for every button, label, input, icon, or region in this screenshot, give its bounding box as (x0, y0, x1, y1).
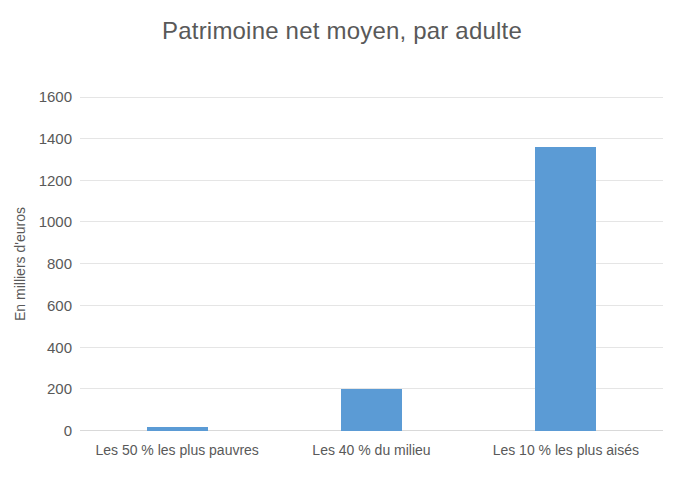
y-tick-label-1600: 1600 (0, 88, 72, 106)
x-axis-category-labels: Les 50 % les plus pauvresLes 40 % du mil… (80, 442, 663, 459)
gridline-y-1400 (80, 138, 663, 139)
x-category-label-1: Les 50 % les plus pauvres (80, 442, 274, 459)
x-category-label-3: Les 10 % les plus aisés (469, 442, 663, 459)
y-tick-label-1200: 1200 (0, 172, 72, 190)
y-tick-label-800: 800 (0, 255, 72, 273)
y-tick-label-1000: 1000 (0, 213, 72, 231)
bar-chart: Patrimoine net moyen, par adulte En mill… (0, 0, 684, 483)
gridline-y-1600 (80, 97, 663, 98)
y-tick-label-600: 600 (0, 297, 72, 315)
plot-area (80, 97, 663, 431)
bar-2 (341, 389, 402, 431)
bar-3 (535, 147, 596, 431)
y-tick-label-1400: 1400 (0, 130, 72, 148)
bar-1 (147, 427, 208, 431)
x-category-label-2: Les 40 % du milieu (274, 442, 468, 459)
y-tick-label-0: 0 (0, 422, 72, 440)
y-tick-label-400: 400 (0, 339, 72, 357)
y-tick-label-200: 200 (0, 380, 72, 398)
chart-title: Patrimoine net moyen, par adulte (0, 16, 684, 46)
